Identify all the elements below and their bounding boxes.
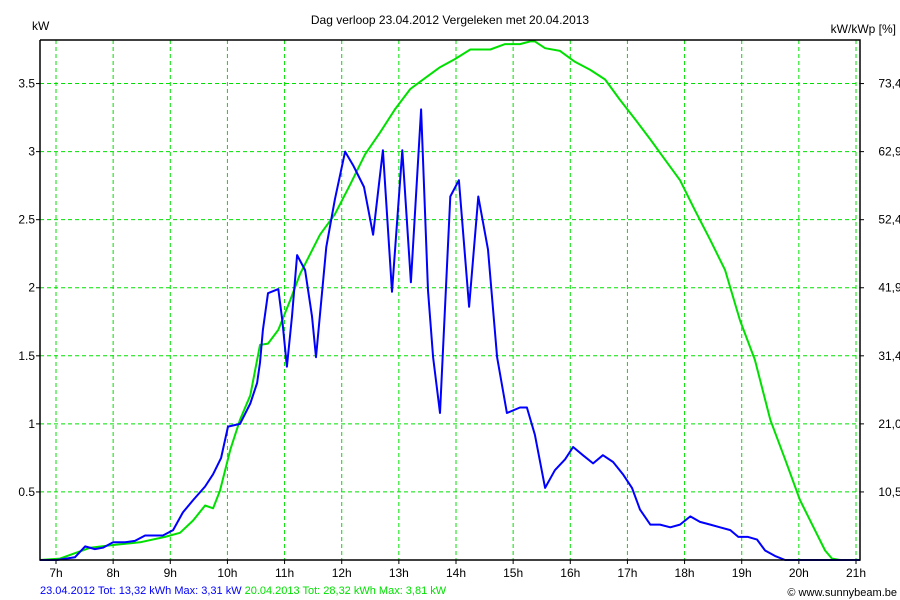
x-tick-label: 14h xyxy=(446,566,466,580)
x-tick-label: 16h xyxy=(560,566,580,580)
legend-text-2: 20.04.2013 Tot: 28,32 kWh Max: 3,81 kW xyxy=(245,585,447,597)
x-tick-label: 21h xyxy=(846,566,866,580)
legend-text-1: 23.04.2012 Tot: 13,32 kWh Max: 3,31 kW xyxy=(40,585,242,597)
y-tick-label: 3.5 xyxy=(18,77,35,91)
y2-tick-label: 31,4 xyxy=(878,349,900,363)
y-tick-label: 0.5 xyxy=(18,485,35,499)
grid xyxy=(40,40,860,560)
ticks: 7h 8h 9h 10h 11h 12h 13h 14h 15h 16h 17h 18h 19h 20h 2… xyxy=(18,77,900,580)
x-tick-label: 13h xyxy=(389,566,409,580)
x-tick-label: 12h xyxy=(332,566,352,580)
x-tick-label: 15h xyxy=(503,566,523,580)
y2-tick-label: 62,9 xyxy=(878,145,900,159)
y2-tick-label: 41,9 xyxy=(878,281,900,295)
legend-series-1: 23.04.2012 Tot: 13,32 kWh Max: 3,31 kW 20… xyxy=(40,585,447,597)
y2-tick-label: 10,5 xyxy=(878,485,900,499)
x-tick-label: 19h xyxy=(732,566,752,580)
y-tick-label: 3 xyxy=(28,145,35,159)
x-tick-label: 9h xyxy=(164,566,177,580)
chart-title: Dag verloop 23.04.2012 Vergeleken met 20… xyxy=(311,13,590,27)
x-tick-label: 18h xyxy=(675,566,695,580)
y-tick-label: 1 xyxy=(28,417,35,431)
y2-tick-label: 73,4 xyxy=(878,77,900,91)
y-axis-label: kW xyxy=(32,19,50,33)
series-lines xyxy=(39,40,860,561)
series-line-20.04.2013 xyxy=(39,40,860,561)
x-tick-label: 10h xyxy=(217,566,237,580)
plot-frame xyxy=(39,39,861,561)
y2-tick-label: 52,4 xyxy=(878,213,900,227)
x-tick-label: 11h xyxy=(275,566,294,580)
y2-tick-label: 21,0 xyxy=(878,417,900,431)
copyright: © www.sunnybeam.be xyxy=(787,587,897,599)
x-tick-label: 7h xyxy=(49,566,62,580)
y-tick-label: 2 xyxy=(28,281,35,295)
series-line-23.04.2012 xyxy=(40,108,860,561)
y2-axis-label: kW/kWp [%] xyxy=(831,22,896,36)
y-tick-label: 2.5 xyxy=(18,213,35,227)
x-tick-label: 8h xyxy=(106,566,119,580)
x-tick-label: 20h xyxy=(789,566,809,580)
y-tick-label: 1.5 xyxy=(18,349,35,363)
x-tick-label: 17h xyxy=(617,566,637,580)
